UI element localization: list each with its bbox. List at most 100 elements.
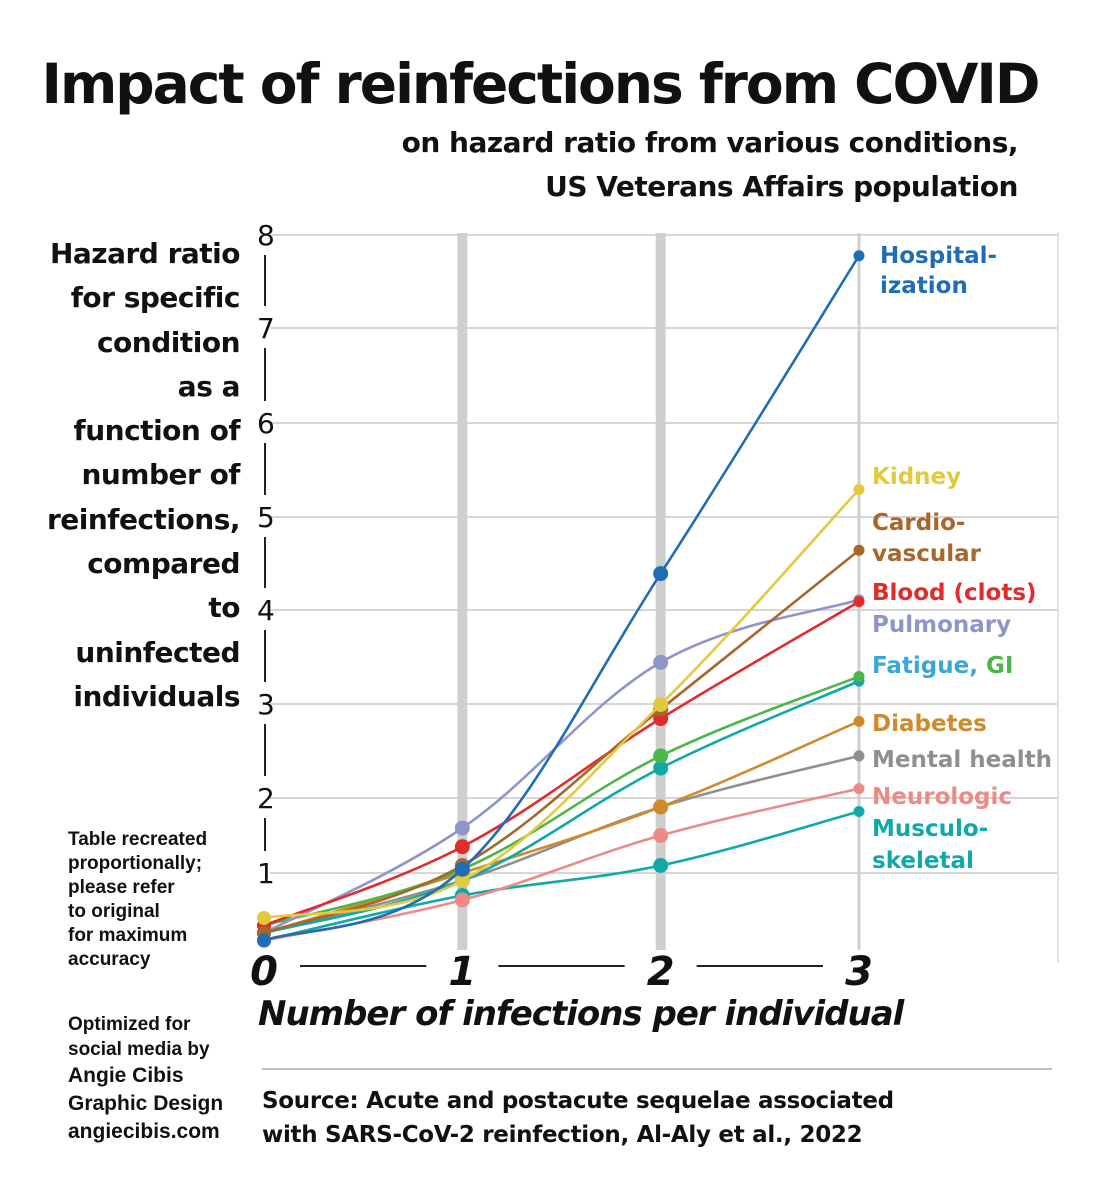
source-divider xyxy=(262,1068,1052,1070)
y-axis-label-line: individuals xyxy=(73,679,240,713)
y-axis-label-line: as a xyxy=(177,369,241,403)
y-tick-label: 6 xyxy=(257,407,275,440)
series-layer xyxy=(257,250,865,948)
note-line: to original xyxy=(68,901,160,922)
series-label: skeletal xyxy=(872,848,974,874)
series-line xyxy=(263,679,860,935)
series-pulmonary xyxy=(257,594,865,940)
data-point xyxy=(454,839,470,855)
credit-company: Graphic Design xyxy=(68,1092,224,1115)
y-tick-label: 1 xyxy=(257,857,275,890)
designer-credit: Optimized for social media by Angie Cibi… xyxy=(68,1012,223,1146)
chart-title: Impact of reinfections from COVID xyxy=(41,52,1040,116)
series-line xyxy=(263,600,860,927)
y-axis-label-line: to xyxy=(208,591,240,625)
series-label-layer: Hospital-ization Kidney Cardio-vascular Blo… xyxy=(872,243,1052,874)
series-label: Cardio- xyxy=(872,510,965,536)
series-label: Pulmonary xyxy=(872,612,1011,638)
data-point xyxy=(257,911,271,925)
data-point xyxy=(653,828,669,843)
series-label: Diabetes xyxy=(872,711,987,737)
x-tick-label: 3 xyxy=(845,949,873,995)
x-axis-label: Number of infections per individual xyxy=(258,994,904,1034)
series-label: vascular xyxy=(872,541,982,567)
y-axis-label-line: for specific xyxy=(70,281,241,315)
y-tick-label: 4 xyxy=(257,594,275,627)
data-point xyxy=(853,596,865,608)
data-point xyxy=(653,760,669,776)
credit-line: social media by xyxy=(68,1039,210,1060)
data-point xyxy=(853,806,865,817)
data-point xyxy=(454,892,470,908)
chart-subtitle-line-1: on hazard ratio from various conditions, xyxy=(401,126,1019,159)
series-kidney xyxy=(257,483,865,925)
y-tick-label: 2 xyxy=(257,782,275,815)
series-label: Kidney xyxy=(872,464,961,490)
y-axis-label-line: reinfections, xyxy=(46,502,241,536)
note-line: please refer xyxy=(68,877,175,898)
x-tick-label: 2 xyxy=(647,949,675,995)
data-point xyxy=(257,933,271,948)
y-axis-label: Hazard ratio for specific condition as a… xyxy=(20,232,241,719)
series-label: Musculo- xyxy=(872,816,988,842)
data-point xyxy=(853,483,865,495)
source-line: with SARS-CoV-2 reinfection, Al-Aly et a… xyxy=(262,1122,863,1148)
credit-line: Optimized for xyxy=(68,1014,191,1035)
credit-name: Angie Cibis xyxy=(68,1064,184,1087)
source-citation: Source: Acute and postacute sequelae ass… xyxy=(262,1084,894,1152)
note-line: proportionally; xyxy=(68,853,203,874)
series-label-fatigue-gi: Fatigue, GI xyxy=(872,653,1013,679)
data-point xyxy=(454,861,470,877)
series-hospitalization xyxy=(257,250,865,948)
chart-subtitle-line-2: US Veterans Affairs population xyxy=(545,170,1018,203)
series-label-part: GI xyxy=(986,653,1013,679)
y-axis-label-line: function of xyxy=(73,414,241,448)
data-point xyxy=(653,748,669,764)
series-line xyxy=(263,810,860,942)
y-tick-label: 5 xyxy=(257,501,275,534)
series-label: Blood (clots) xyxy=(872,580,1037,606)
data-point xyxy=(853,750,865,762)
note-line: Table recreated xyxy=(68,829,208,850)
y-axis-label-line: condition xyxy=(96,325,241,359)
data-point xyxy=(853,544,865,556)
x-tick-label: 1 xyxy=(448,949,476,995)
series-label: Neurologic xyxy=(872,784,1012,810)
y-axis-label-line: number of xyxy=(81,458,240,492)
series-line xyxy=(263,720,860,935)
series-line xyxy=(263,549,860,935)
credit-website: angiecibis.com xyxy=(68,1120,220,1143)
series-label: ization xyxy=(880,273,968,299)
series-line xyxy=(263,787,860,942)
series-line xyxy=(263,488,860,920)
source-line: Source: Acute and postacute sequelae ass… xyxy=(262,1088,894,1114)
data-point xyxy=(853,715,865,727)
series-neurologic xyxy=(257,783,865,948)
y-axis-label-line: Hazard ratio xyxy=(49,237,241,270)
data-point xyxy=(653,858,669,873)
axis-layer: 1 2 3 4 5 6 7 8 0 1 2 3 xyxy=(250,219,873,995)
series-label: Hospital- xyxy=(880,243,997,269)
y-tick-label: 8 xyxy=(257,219,275,252)
y-tick-label: 3 xyxy=(257,688,275,721)
series-label-part: Fatigue, xyxy=(872,653,986,679)
series-label: Mental health xyxy=(872,747,1052,773)
data-point xyxy=(653,566,669,582)
data-point xyxy=(653,799,669,815)
y-axis-label-line: compared xyxy=(87,547,240,581)
y-axis-label-line: uninfected xyxy=(75,635,240,669)
y-tick-label: 7 xyxy=(257,312,275,345)
note-line: for maximum xyxy=(68,925,188,946)
data-point xyxy=(853,670,865,682)
note-line: accuracy xyxy=(68,949,151,970)
recreation-note: Table recreated proportionally; please r… xyxy=(68,828,207,972)
series-line xyxy=(263,598,860,935)
series-line xyxy=(263,675,860,927)
data-point xyxy=(853,783,865,795)
x-tick-label: 0 xyxy=(250,949,278,995)
data-point xyxy=(454,820,470,836)
data-point xyxy=(454,873,470,888)
data-point xyxy=(653,654,669,670)
data-point xyxy=(853,250,865,262)
